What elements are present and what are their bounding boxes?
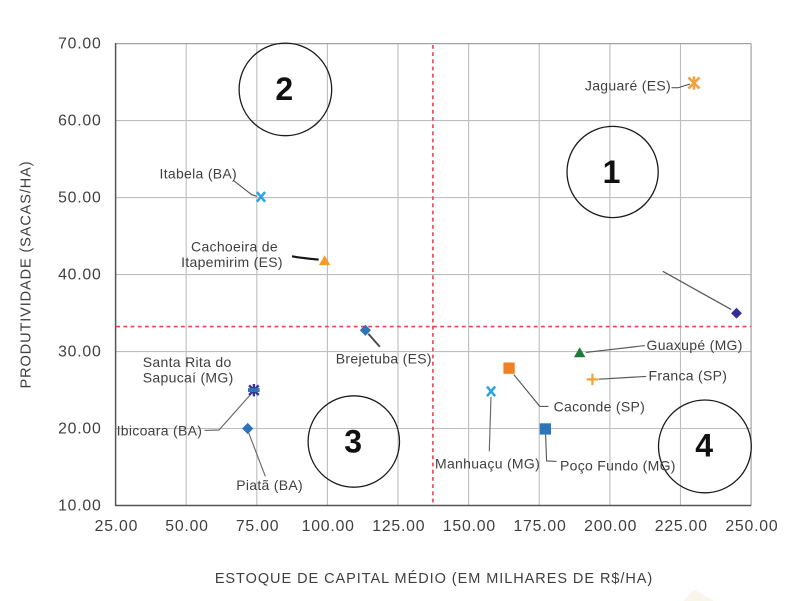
svg-text:40.00: 40.00	[58, 267, 102, 284]
svg-text:2: 2	[275, 71, 293, 107]
svg-text:Franca (SP): Franca (SP)	[649, 368, 728, 384]
svg-text:125.00: 125.00	[372, 518, 425, 535]
svg-text:Brejetuba (ES): Brejetuba (ES)	[336, 351, 432, 367]
svg-text:Piatã (BA): Piatã (BA)	[236, 477, 303, 493]
svg-text:225.00: 225.00	[655, 518, 708, 535]
svg-text:1: 1	[603, 154, 621, 190]
svg-text:10.00: 10.00	[58, 498, 102, 515]
svg-text:Caconde (SP): Caconde (SP)	[554, 399, 646, 415]
svg-text:200.00: 200.00	[584, 518, 637, 535]
svg-text:Poço Fundo (MG): Poço Fundo (MG)	[560, 458, 676, 474]
svg-text:250.00: 250.00	[725, 518, 778, 535]
svg-text:Itabela (BA): Itabela (BA)	[160, 166, 238, 182]
svg-text:100.00: 100.00	[302, 518, 355, 535]
svg-text:50.00: 50.00	[58, 190, 102, 207]
svg-text:Santa Rita do: Santa Rita do	[143, 354, 232, 370]
svg-text:70.00: 70.00	[58, 36, 102, 53]
svg-text:20.00: 20.00	[58, 421, 102, 438]
svg-text:3: 3	[344, 424, 362, 460]
svg-text:Itapemirim (ES): Itapemirim (ES)	[181, 254, 283, 270]
svg-text:Sapucaí (MG): Sapucaí (MG)	[143, 370, 234, 386]
svg-text:50.00: 50.00	[165, 518, 209, 535]
svg-text:25.00: 25.00	[95, 518, 139, 535]
svg-text:Cachoeira de: Cachoeira de	[191, 238, 278, 254]
svg-text:75.00: 75.00	[236, 518, 280, 535]
svg-text:Manhuaçu (MG): Manhuaçu (MG)	[435, 455, 540, 471]
svg-text:4: 4	[695, 428, 713, 464]
svg-text:60.00: 60.00	[58, 113, 102, 130]
svg-text:ESTOQUE DE CAPITAL MÉDIO (EM M: ESTOQUE DE CAPITAL MÉDIO (EM MILHARES DE…	[215, 570, 653, 587]
svg-text:Ibicoara (BA): Ibicoara (BA)	[117, 423, 203, 439]
svg-text:30.00: 30.00	[58, 344, 102, 361]
svg-text:PRODUTIVIDADE (SACAS/HA): PRODUTIVIDADE (SACAS/HA)	[19, 161, 35, 389]
svg-text:Guaxupé (MG): Guaxupé (MG)	[647, 337, 743, 353]
svg-text:150.00: 150.00	[443, 518, 496, 535]
svg-text:Jaguaré (ES): Jaguaré (ES)	[585, 78, 671, 94]
svg-text:175.00: 175.00	[513, 518, 566, 535]
